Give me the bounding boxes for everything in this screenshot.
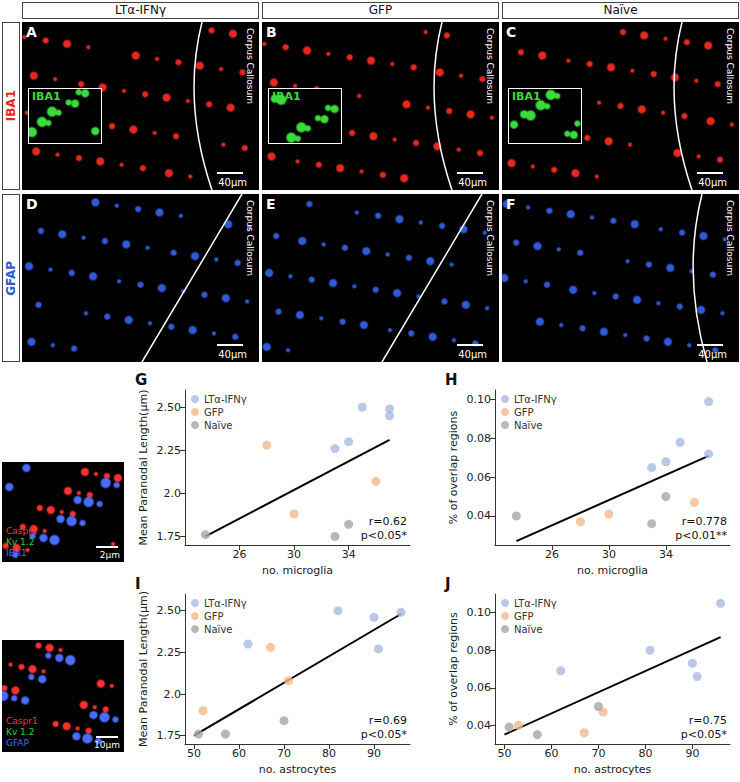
html-text:40μm: 40μm [458, 177, 487, 188]
svg-text:0.10: 0.10 [467, 393, 492, 406]
svg-text:1.75: 1.75 [157, 530, 182, 543]
svg-text:LTα-IFNγ: LTα-IFNγ [514, 394, 557, 405]
svg-text:2.0: 2.0 [164, 487, 182, 500]
svg-text:0.06: 0.06 [467, 471, 492, 484]
html-text:40μm: 40μm [218, 349, 247, 360]
svg-text:r=0.778: r=0.778 [682, 515, 727, 528]
html-text:Corpus Callosum: Corpus Callosum [485, 200, 495, 276]
html-text:E: E [266, 196, 276, 212]
html-text:40μm: 40μm [458, 349, 487, 360]
svg-text:80: 80 [638, 747, 652, 760]
svg-text:Naïve: Naïve [514, 624, 542, 635]
svg-text:26: 26 [545, 548, 559, 561]
html-text:40μm: 40μm [698, 349, 727, 360]
html-text:F: F [506, 196, 516, 212]
svg-text:2.0: 2.0 [164, 688, 182, 701]
svg-text:GFP: GFP [514, 407, 534, 418]
html-text:Kv 1.2: Kv 1.2 [6, 727, 35, 737]
svg-text:30: 30 [287, 548, 301, 561]
svg-text:LTα-IFNγ: LTα-IFNγ [514, 598, 557, 609]
html-text:IBA1: IBA1 [512, 90, 541, 103]
html-text:A: A [26, 24, 37, 40]
html-text:IBA1: IBA1 [32, 90, 61, 103]
svg-text:Naïve: Naïve [514, 420, 542, 431]
svg-text:r=0.62: r=0.62 [369, 515, 407, 528]
svg-text:GFP: GFP [204, 611, 224, 622]
svg-text:2.50: 2.50 [157, 401, 182, 414]
svg-text:0.08: 0.08 [467, 432, 492, 445]
html-text:IBA1: IBA1 [4, 90, 18, 122]
svg-text:no. astrocytes: no. astrocytes [259, 763, 337, 776]
svg-text:Mean Paranodal Length(μm): Mean Paranodal Length(μm) [137, 390, 150, 546]
html-text:Corpus Callosum: Corpus Callosum [725, 200, 735, 276]
html-text:Corpus Callosum: Corpus Callosum [245, 200, 255, 276]
svg-text:90: 90 [685, 747, 699, 760]
svg-text:2.25: 2.25 [157, 444, 182, 457]
html-text:10μm: 10μm [94, 740, 120, 750]
svg-text:0.10: 0.10 [467, 606, 492, 619]
svg-text:J: J [444, 575, 451, 593]
html-text:Naïve: Naïve [603, 3, 638, 17]
svg-text:LTα-IFNγ: LTα-IFNγ [204, 394, 247, 405]
html-text:GFAP: GFAP [4, 260, 18, 296]
html-text:GFAP: GFAP [6, 738, 29, 748]
svg-text:2.25: 2.25 [157, 646, 182, 659]
html-text:Caspr1: Caspr1 [6, 716, 38, 726]
svg-text:p<0.05*: p<0.05* [361, 728, 408, 741]
html-text:IBA1: IBA1 [6, 548, 27, 558]
svg-text:80: 80 [322, 747, 336, 760]
svg-text:34: 34 [659, 548, 673, 561]
svg-text:no. microglia: no. microglia [262, 564, 333, 577]
svg-text:G: G [135, 372, 147, 389]
html-text:GFP: GFP [368, 3, 393, 17]
svg-text:r=0.69: r=0.69 [369, 714, 407, 727]
svg-text:no. astrocytes: no. astrocytes [574, 763, 652, 776]
svg-text:I: I [135, 575, 141, 593]
svg-text:0.04: 0.04 [467, 719, 492, 732]
html-text:LTα-IFNγ: LTα-IFNγ [114, 3, 167, 17]
svg-text:50: 50 [497, 747, 511, 760]
html-text:40μm: 40μm [698, 177, 727, 188]
svg-text:p<0.05*: p<0.05* [361, 529, 408, 542]
svg-text:1.75: 1.75 [157, 729, 182, 742]
svg-text:H: H [445, 372, 458, 389]
svg-text:0.06: 0.06 [467, 681, 492, 694]
svg-text:90: 90 [367, 747, 381, 760]
svg-text:60: 60 [232, 747, 246, 760]
html-text:40μm: 40μm [218, 177, 247, 188]
svg-text:% of overlap regions: % of overlap regions [447, 612, 460, 726]
html-text:2μm: 2μm [99, 550, 120, 560]
svg-text:Naïve: Naïve [204, 420, 232, 431]
svg-text:p<0.05*: p<0.05* [681, 728, 728, 741]
svg-text:Naïve: Naïve [204, 624, 232, 635]
html-text:Corpus Callosum: Corpus Callosum [725, 28, 735, 104]
svg-text:2.50: 2.50 [157, 604, 182, 617]
svg-text:26: 26 [233, 548, 247, 561]
svg-text:Mean Paranodal Length(μm): Mean Paranodal Length(μm) [137, 591, 150, 747]
html-text:D: D [26, 196, 38, 212]
html-text:Corpus Callosum: Corpus Callosum [485, 28, 495, 104]
svg-text:0.04: 0.04 [467, 509, 492, 522]
html-text:IBA1: IBA1 [272, 90, 301, 103]
svg-text:34: 34 [342, 548, 356, 561]
html-text:Caspr1: Caspr1 [6, 526, 38, 536]
svg-text:0.08: 0.08 [467, 644, 492, 657]
html-text:Kv 1.2: Kv 1.2 [6, 537, 35, 547]
svg-text:50: 50 [187, 747, 201, 760]
svg-text:70: 70 [277, 747, 291, 760]
svg-text:p<0.01**: p<0.01** [675, 529, 727, 542]
html-text:B: B [266, 24, 277, 40]
svg-text:GFP: GFP [514, 611, 534, 622]
svg-text:LTα-IFNγ: LTα-IFNγ [204, 598, 247, 609]
svg-text:60: 60 [544, 747, 558, 760]
svg-text:GFP: GFP [204, 407, 224, 418]
svg-text:70: 70 [591, 747, 605, 760]
html-text:Corpus Callosum: Corpus Callosum [245, 28, 255, 104]
svg-text:30: 30 [602, 548, 616, 561]
html-text:C: C [506, 24, 517, 40]
svg-text:% of overlap regions: % of overlap regions [447, 411, 460, 525]
svg-text:no. microglia: no. microglia [577, 564, 648, 577]
svg-text:r=0.75: r=0.75 [689, 714, 727, 727]
